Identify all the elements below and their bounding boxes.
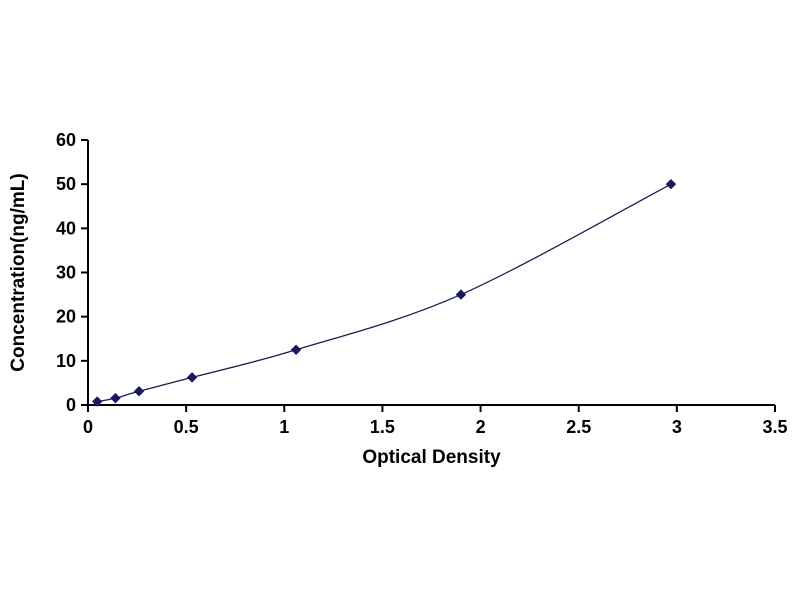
svg-text:2.5: 2.5 (566, 417, 591, 437)
axes (87, 140, 775, 406)
svg-text:50: 50 (56, 174, 76, 194)
y-axis-ticks: 0 10 20 30 40 50 60 (56, 130, 88, 415)
data-series (92, 178, 677, 407)
svg-text:1: 1 (279, 417, 289, 437)
svg-text:10: 10 (56, 351, 76, 371)
svg-text:0: 0 (66, 395, 76, 415)
svg-text:30: 30 (56, 263, 76, 283)
svg-text:3: 3 (672, 417, 682, 437)
svg-text:60: 60 (56, 130, 76, 150)
y-axis-title: Concentration(ng/mL) (8, 173, 29, 371)
svg-text:1.5: 1.5 (370, 417, 395, 437)
svg-text:40: 40 (56, 218, 76, 238)
svg-text:20: 20 (56, 307, 76, 327)
svg-text:3.5: 3.5 (762, 417, 787, 437)
x-axis-title: Optical Density (362, 447, 501, 468)
svg-text:0: 0 (83, 417, 93, 437)
x-axis-ticks: 0 0.5 1 1.5 2 2.5 3 3.5 (83, 405, 788, 437)
svg-text:2: 2 (476, 417, 486, 437)
svg-text:0.5: 0.5 (174, 417, 199, 437)
